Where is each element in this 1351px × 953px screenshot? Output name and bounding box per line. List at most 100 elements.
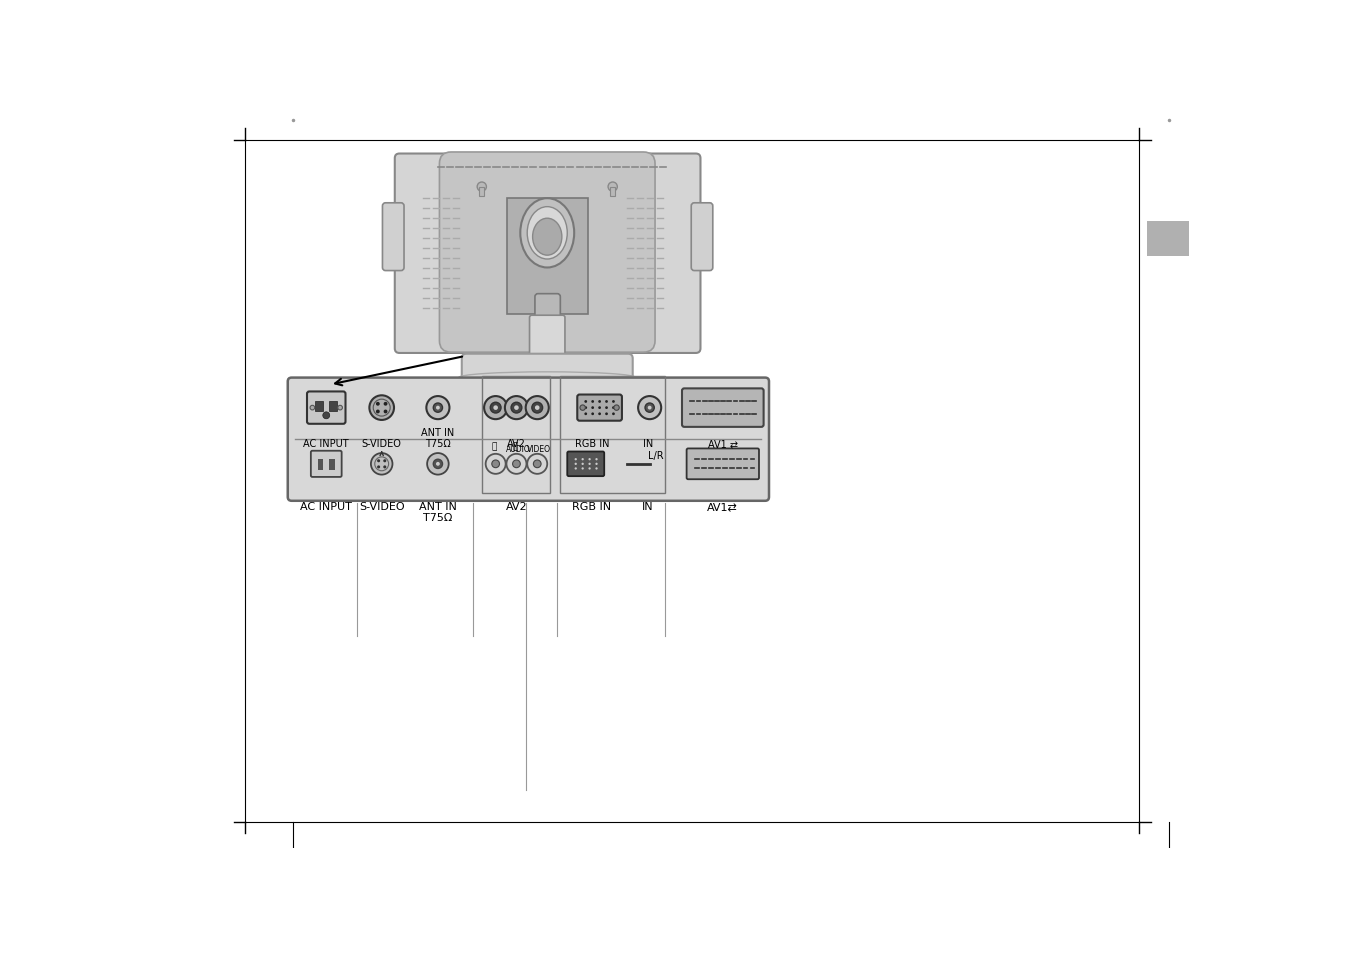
FancyBboxPatch shape: [307, 392, 346, 424]
Circle shape: [585, 400, 588, 403]
Text: IN: IN: [642, 501, 654, 511]
Circle shape: [608, 183, 617, 193]
Circle shape: [490, 403, 501, 414]
FancyBboxPatch shape: [507, 199, 588, 314]
Circle shape: [427, 454, 449, 476]
Circle shape: [376, 410, 380, 414]
FancyBboxPatch shape: [535, 294, 561, 332]
Bar: [480, 188, 484, 196]
Text: ANT IN
T75Ω: ANT IN T75Ω: [419, 501, 457, 523]
Circle shape: [585, 407, 588, 410]
Circle shape: [647, 406, 651, 410]
Text: S-VIDEO: S-VIDEO: [359, 501, 404, 511]
Circle shape: [505, 396, 528, 419]
Ellipse shape: [532, 219, 562, 256]
Circle shape: [612, 407, 615, 410]
Circle shape: [589, 458, 590, 461]
Bar: [1147, 222, 1189, 256]
Circle shape: [581, 458, 584, 461]
Circle shape: [574, 468, 577, 470]
Bar: [317, 459, 323, 471]
Circle shape: [434, 403, 443, 413]
Circle shape: [535, 406, 539, 411]
Circle shape: [369, 395, 394, 420]
Text: AC INPUT: AC INPUT: [304, 439, 349, 449]
Bar: [316, 402, 323, 412]
Circle shape: [526, 396, 549, 419]
Circle shape: [311, 406, 315, 411]
FancyBboxPatch shape: [682, 389, 763, 428]
Circle shape: [596, 458, 597, 461]
Circle shape: [377, 459, 380, 463]
FancyBboxPatch shape: [462, 355, 632, 387]
Circle shape: [598, 413, 601, 416]
Circle shape: [613, 405, 619, 411]
Circle shape: [592, 400, 594, 403]
Circle shape: [644, 403, 654, 413]
Circle shape: [436, 406, 440, 410]
Circle shape: [372, 454, 393, 476]
Circle shape: [477, 183, 486, 193]
Circle shape: [323, 413, 330, 419]
Bar: [559, 376, 665, 494]
Circle shape: [376, 402, 380, 406]
FancyBboxPatch shape: [311, 452, 342, 477]
Circle shape: [605, 400, 608, 403]
Circle shape: [589, 468, 590, 470]
Circle shape: [507, 455, 527, 475]
Circle shape: [581, 463, 584, 465]
FancyBboxPatch shape: [686, 449, 759, 479]
Circle shape: [574, 458, 577, 461]
Circle shape: [638, 396, 661, 419]
FancyBboxPatch shape: [577, 395, 621, 421]
Circle shape: [598, 400, 601, 403]
Ellipse shape: [520, 199, 574, 268]
Text: AV1⇄: AV1⇄: [708, 501, 738, 511]
Text: AC INPUT: AC INPUT: [300, 501, 353, 511]
Circle shape: [377, 466, 380, 469]
Circle shape: [596, 468, 597, 470]
Text: IN: IN: [643, 439, 654, 449]
FancyBboxPatch shape: [567, 452, 604, 476]
Circle shape: [574, 463, 577, 465]
Circle shape: [384, 410, 388, 414]
Circle shape: [384, 466, 386, 469]
Text: AV2: AV2: [507, 439, 526, 449]
Circle shape: [581, 468, 584, 470]
Circle shape: [605, 407, 608, 410]
FancyBboxPatch shape: [288, 378, 769, 501]
Circle shape: [612, 400, 615, 403]
Circle shape: [515, 406, 519, 411]
Text: L/R: L/R: [648, 451, 663, 460]
Ellipse shape: [527, 208, 567, 260]
Circle shape: [596, 463, 597, 465]
Circle shape: [338, 406, 342, 411]
FancyBboxPatch shape: [530, 315, 565, 371]
Text: VIDEO: VIDEO: [527, 445, 551, 454]
Circle shape: [592, 407, 594, 410]
Bar: [330, 402, 336, 412]
Text: Ⓡ: Ⓡ: [492, 442, 497, 452]
Text: RGB IN: RGB IN: [574, 439, 609, 449]
Circle shape: [511, 403, 521, 414]
Bar: [330, 459, 335, 471]
Text: AV1 ⇄: AV1 ⇄: [708, 439, 738, 449]
Bar: [482, 376, 550, 494]
Circle shape: [485, 455, 505, 475]
Circle shape: [384, 402, 388, 406]
Circle shape: [598, 407, 601, 410]
Circle shape: [484, 396, 507, 419]
Circle shape: [527, 455, 547, 475]
Circle shape: [436, 462, 440, 466]
FancyBboxPatch shape: [439, 152, 655, 353]
Circle shape: [612, 413, 615, 416]
Circle shape: [532, 403, 543, 414]
Circle shape: [434, 459, 443, 469]
Text: RGB IN: RGB IN: [573, 501, 612, 511]
Circle shape: [580, 405, 585, 411]
FancyBboxPatch shape: [382, 204, 404, 272]
Circle shape: [512, 460, 520, 468]
Text: Ⓛ: Ⓛ: [512, 442, 517, 452]
Circle shape: [427, 396, 450, 419]
Circle shape: [605, 413, 608, 416]
